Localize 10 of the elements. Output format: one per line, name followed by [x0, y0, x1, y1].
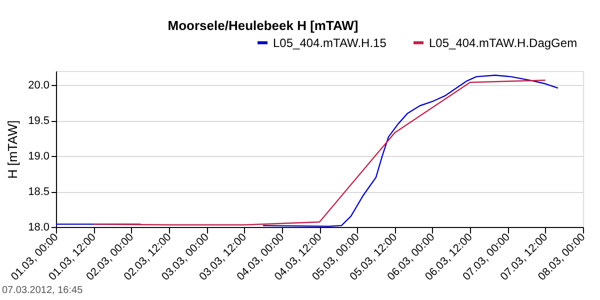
- y-tick-label: 18.0: [28, 222, 50, 234]
- y-tick-label: 19.0: [28, 150, 50, 163]
- legend-label: L05_404.mTAW.H.DagGem: [429, 36, 578, 50]
- y-axis-title: H [mTAW]: [5, 120, 20, 179]
- chart-title: Moorsele/Heulebeek H [mTAW]: [168, 18, 358, 33]
- y-tick-label: 20.0: [28, 80, 50, 92]
- text: 07.03.2012, 16:45: [2, 285, 84, 296]
- y-tick-label: 19.5: [28, 115, 50, 128]
- y-tick-label: 18.5: [28, 186, 50, 198]
- legend-label: L05_404.mTAW.H.15: [273, 36, 387, 50]
